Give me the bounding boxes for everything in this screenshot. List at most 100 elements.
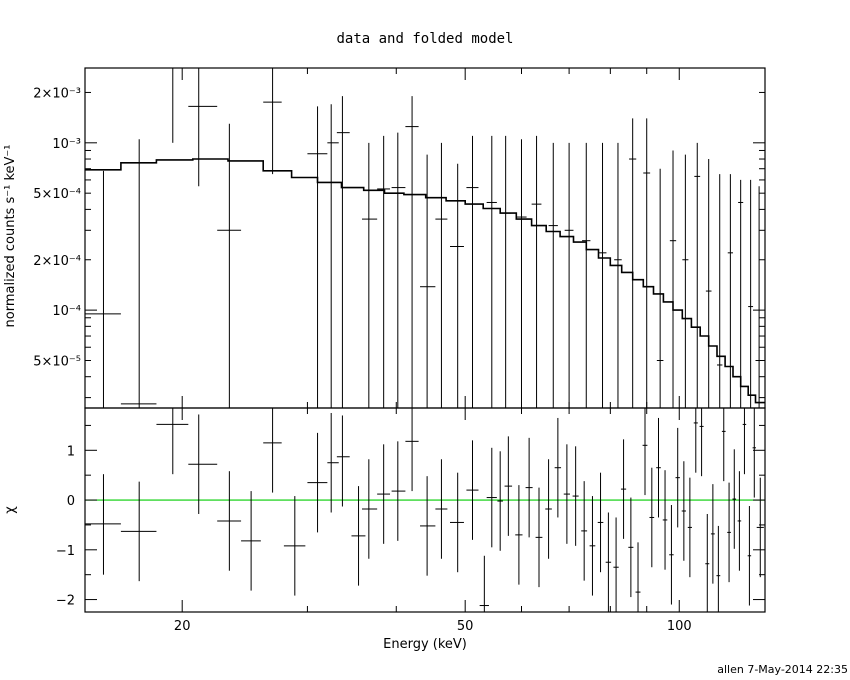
top-point-5 [263, 68, 282, 175]
top-point-4 [217, 123, 242, 408]
top-point-3 [188, 68, 218, 187]
bottom-point-12 [362, 459, 378, 559]
bottom-y-tick-label: −1 [56, 544, 75, 559]
top-point-18 [500, 135, 512, 408]
top-point-32 [705, 159, 712, 408]
bottom-point-41 [656, 417, 661, 518]
top-point-37 [755, 186, 763, 408]
bottom-point-39 [642, 408, 648, 496]
bottom-point-21 [486, 447, 497, 548]
top-point-31 [694, 142, 701, 408]
bottom-point-7 [283, 496, 306, 596]
top-point-20 [531, 135, 542, 408]
bottom-point-58 [752, 408, 756, 498]
top-point-28 [656, 168, 664, 408]
bottom-point-44 [675, 427, 680, 528]
footer-credit: allen 7-May-2014 22:35 [717, 663, 848, 676]
bottom-point-55 [737, 471, 742, 571]
bottom-point-51 [716, 525, 721, 612]
top-point-11 [391, 132, 406, 408]
bottom-point-11 [351, 486, 366, 586]
bottom-point-1 [120, 481, 157, 582]
bottom-frame [84, 407, 766, 613]
bottom-axes: 20 50 100 1 0 −1 −2 [56, 408, 765, 634]
top-point-33 [717, 174, 723, 408]
top-point-12 [405, 96, 419, 408]
bottom-point-30 [572, 446, 579, 546]
bottom-point-4 [217, 471, 242, 571]
bottom-point-3 [188, 414, 218, 514]
top-point-1 [120, 139, 157, 408]
top-point-23 [582, 142, 591, 408]
bottom-point-10 [336, 415, 350, 507]
bottom-point-47 [693, 408, 698, 473]
top-point-26 [629, 118, 637, 408]
bottom-point-43 [669, 505, 674, 605]
bottom-point-14 [391, 441, 406, 541]
bottom-y-tick-label: 0 [67, 494, 75, 509]
bottom-point-45 [681, 461, 686, 561]
top-point-34 [727, 174, 733, 408]
bottom-y-axis-label: χ [3, 506, 18, 514]
top-point-35 [738, 179, 744, 408]
top-point-29 [669, 150, 677, 408]
bottom-point-38 [635, 542, 641, 612]
bottom-point-32 [589, 496, 596, 596]
top-point-6 [307, 106, 328, 408]
bottom-point-29 [563, 444, 570, 544]
x-tick-label: 50 [457, 619, 474, 634]
bottom-point-19 [466, 440, 479, 540]
top-point-24 [598, 142, 607, 408]
top-point-27 [643, 118, 651, 408]
top-point-21 [548, 142, 558, 408]
top-point-36 [748, 179, 754, 408]
bottom-point-25 [525, 437, 533, 538]
bottom-point-53 [727, 482, 731, 583]
bottom-point-23 [504, 436, 513, 536]
bottom-point-28 [554, 417, 562, 518]
bottom-point-27 [545, 459, 552, 559]
bottom-point-40 [649, 467, 655, 568]
bottom-point-50 [710, 484, 715, 584]
bottom-point-15 [405, 408, 419, 492]
bottom-point-20 [479, 555, 489, 612]
top-panel: 5×10⁻⁵ 10⁻⁴ 2×10⁻⁴ 5×10⁻⁴ 10⁻³ 2×10⁻³ normali… [3, 67, 766, 409]
model-curve-path [85, 158, 765, 404]
top-y-tick-label: 10⁻³ [52, 137, 81, 152]
data-points-bottom [85, 408, 764, 612]
top-frame [84, 67, 766, 409]
bottom-point-57 [747, 506, 752, 606]
bottom-point-59 [756, 477, 764, 578]
top-y-tick-label: 2×10⁻⁴ [33, 254, 81, 269]
top-point-7 [327, 104, 339, 408]
x-tick-label: 20 [174, 619, 191, 634]
bottom-point-56 [742, 408, 747, 475]
top-y-axis-label: normalized counts s⁻¹ keV⁻¹ [3, 145, 18, 328]
bottom-point-22 [497, 451, 503, 551]
model-step-curve [85, 158, 765, 404]
top-point-8 [336, 96, 350, 408]
bottom-y-tick-label: 1 [67, 444, 75, 459]
top-point-10 [377, 135, 391, 408]
top-y-tick-label: 2×10⁻³ [33, 86, 81, 101]
bottom-point-16 [420, 476, 436, 576]
top-point-17 [486, 135, 497, 408]
top-point-22 [564, 142, 574, 408]
top-point-13 [420, 154, 436, 408]
bottom-point-36 [620, 439, 627, 539]
top-point-0 [85, 170, 121, 408]
top-y-tick-label: 5×10⁻⁵ [33, 354, 81, 369]
bottom-point-33 [597, 472, 604, 573]
bottom-point-54 [732, 449, 737, 549]
bottom-point-46 [687, 477, 692, 578]
bottom-point-8 [307, 432, 328, 533]
top-point-19 [516, 139, 527, 408]
bottom-point-48 [699, 408, 704, 477]
bottom-point-42 [662, 470, 668, 570]
bottom-point-24 [515, 485, 523, 585]
data-points-top [85, 67, 763, 408]
top-point-25 [614, 142, 622, 408]
bottom-point-17 [435, 459, 448, 559]
bottom-point-0 [85, 474, 121, 575]
